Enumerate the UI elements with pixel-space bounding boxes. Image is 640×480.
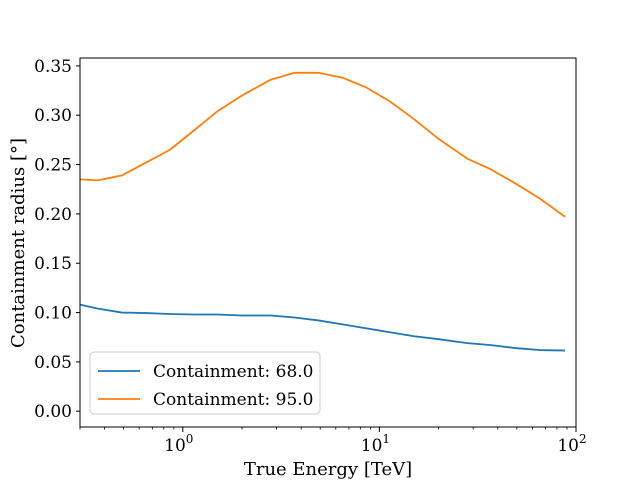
y-axis-ticks: 0.00 0.05 0.10 0.15 0.20 0.25 0.30 0.35 xyxy=(34,57,80,422)
series-line-2 xyxy=(79,71,566,218)
y-axis-label: Containment radius [°] xyxy=(8,138,29,348)
y-tick-label: 0.00 xyxy=(34,402,72,422)
legend-label: Containment: 68.0 xyxy=(153,362,314,382)
x-axis-label: True Energy [TeV] xyxy=(244,459,412,480)
y-tick-label: 0.15 xyxy=(34,254,72,274)
x-tick-label: 102 xyxy=(557,432,586,456)
y-tick-label: 0.05 xyxy=(34,353,72,373)
legend: Containment: 68.0 Containment: 95.0 xyxy=(89,351,321,415)
series-lines xyxy=(79,71,566,352)
y-tick-label: 0.25 xyxy=(34,156,72,176)
y-tick-label: 0.20 xyxy=(34,205,72,225)
plot-frame xyxy=(79,57,577,428)
y-tick-label: 0.35 xyxy=(34,57,72,77)
x-tick-label: 101 xyxy=(361,432,390,456)
x-axis-ticks: 100 101 102 xyxy=(79,427,587,456)
y-tick-label: 0.10 xyxy=(34,304,72,324)
x-tick-label: 100 xyxy=(164,432,193,456)
legend-label: Containment: 95.0 xyxy=(153,390,314,410)
series-line-1 xyxy=(79,303,566,352)
y-tick-label: 0.30 xyxy=(34,106,72,126)
legend-box xyxy=(89,351,321,415)
